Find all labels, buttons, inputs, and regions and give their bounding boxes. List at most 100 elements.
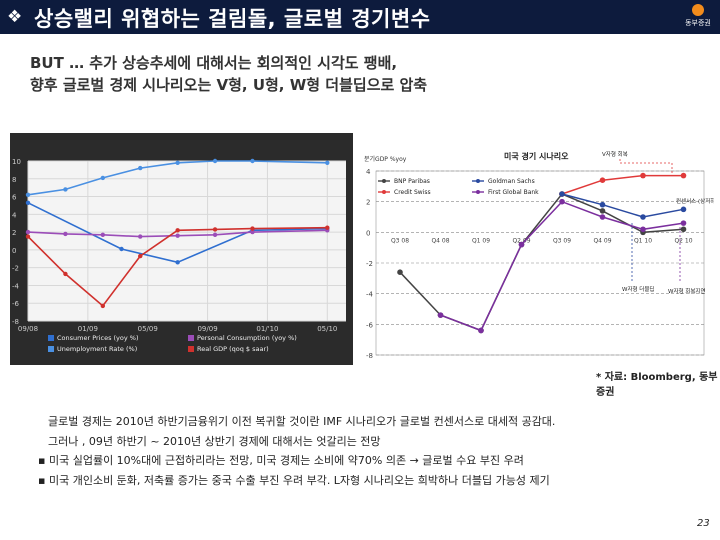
plot-area	[28, 161, 346, 321]
data-point	[599, 214, 606, 220]
data-point	[212, 158, 218, 164]
legend-swatch	[382, 179, 386, 183]
data-point	[599, 208, 606, 214]
headline: BUT … 추가 상승추세에 대해서는 회의적인 시각도 팽배, 향후 글로벌 …	[30, 52, 427, 96]
series-line	[561, 174, 684, 195]
left-chart-panel: -8 -6 -4 -2 0 2 4 6 8 10 09/08 01/09 05/09 09/09 01/'1…	[10, 133, 353, 365]
data-point	[250, 229, 255, 235]
data-point	[559, 191, 565, 197]
bullet-list: 글로벌 경제는 2010년 하반기금융위기 이전 복귀할 것이란 IMF 시나리…	[38, 412, 556, 490]
data-point	[138, 165, 143, 171]
data-point	[518, 241, 525, 248]
legend-swatch	[476, 190, 480, 194]
legend-swatch	[476, 179, 480, 183]
bullet-line: 글로벌 경제는 2010년 하반기금융위기 이전 복귀할 것이란 IMF 시나리…	[48, 415, 556, 428]
plot-area	[375, 170, 705, 356]
annotation-label: 컨센서스 (상저하고)	[676, 197, 714, 205]
us-indicators-chart: -8 -6 -4 -2 0 2 4 6 8 10 09/08 01/09 05/09 09/09 01/'1…	[12, 158, 346, 353]
bullet-line: ▪ 미국 개인소비 둔화, 저축률 증가는 중국 수출 부진 우려 부각. L자…	[38, 471, 555, 491]
x-tick-label: Q3 09	[553, 237, 571, 244]
legend-label: Personal Consumption (yoy %)	[197, 334, 297, 342]
data-point	[25, 234, 31, 239]
data-point	[640, 172, 646, 179]
data-point	[250, 158, 255, 164]
y-tick-label: 0	[366, 229, 370, 237]
legend-swatch	[188, 335, 194, 341]
headline-line-1: BUT … 추가 상승추세에 대해서는 회의적인 시각도 팽배,	[30, 54, 398, 72]
data-point	[599, 177, 606, 183]
x-tick-label: Q1 09	[472, 237, 490, 244]
x-tick-label: 05/09	[138, 325, 158, 333]
bullet-text: 미국 실업률이 10%대에 근접하리라는 전망, 미국 경제는 소비에 약70%…	[48, 454, 524, 467]
y-tick-label: 4	[12, 211, 17, 219]
y-tick-label: 6	[12, 194, 17, 202]
x-tick-label: Q3 08	[391, 237, 409, 244]
data-point	[680, 206, 687, 213]
slide-title: 상승랠리 위협하는 걸림돌, 글로벌 경기변수	[34, 7, 431, 31]
data-point	[212, 227, 218, 232]
y-tick-label: -8	[12, 318, 19, 326]
annotation-arrow	[619, 159, 673, 173]
x-tick-label: Q2 09	[512, 237, 530, 244]
source-note: * 자료: Bloomberg, 동부증권	[596, 372, 718, 398]
data-point	[63, 271, 68, 277]
bullet-marker: ▪	[38, 473, 46, 487]
company-logo: 동부증권	[679, 1, 717, 33]
series-line	[27, 160, 328, 196]
y-tick-label: 8	[12, 176, 16, 184]
right-chart-panel: 분기GDP %yoy 미국 경기 시나리오 -8 -6 -4 -2 0 2 4 Q3 08 Q4 0…	[362, 133, 720, 365]
x-tick-label: Q1 10	[634, 237, 652, 244]
us-scenario-chart: 분기GDP %yoy 미국 경기 시나리오 -8 -6 -4 -2 0 2 4 Q3 08 Q4 0…	[364, 150, 720, 360]
y-tick-label: -6	[12, 300, 20, 308]
legend-swatch	[48, 346, 54, 352]
data-point	[100, 175, 106, 181]
headline-line-2: 향후 글로벌 경제 시나리오는 V형, U형, W형 더블딥으로 압축	[30, 76, 428, 94]
bullet-line: 그러나 , 09년 하반기 ~ 2010년 상반기 경제에 대해서는 엇갈리는 …	[48, 434, 381, 448]
chart-title: 미국 경기 시나리오	[504, 151, 569, 161]
bullet-text: 미국 개인소비 둔화, 저축률 증가는 중국 수출 부진 우려 부각. L자형 …	[48, 473, 550, 487]
data-point	[478, 327, 484, 334]
data-point	[100, 232, 106, 237]
data-point	[680, 226, 687, 233]
data-point	[100, 303, 106, 309]
data-point	[63, 187, 68, 192]
y-tick-label: -4	[366, 291, 374, 299]
bullet-line: ▪ 미국 실업률이 10%대에 근접하리라는 전망, 미국 경제는 소비에 약7…	[38, 451, 555, 471]
data-point	[25, 192, 31, 197]
data-point	[640, 214, 646, 220]
data-point	[437, 312, 444, 318]
x-tick-label: Q4 09	[593, 237, 611, 244]
data-point	[175, 233, 180, 238]
x-tick-label: 05/10	[317, 325, 337, 333]
series-line	[27, 226, 328, 308]
data-point	[175, 260, 180, 265]
data-point	[25, 200, 31, 205]
legend-label: First Global Bank	[488, 189, 539, 196]
series-line	[27, 229, 328, 238]
diamond-bullet-icon: ❖	[7, 7, 23, 27]
series-line	[561, 193, 684, 218]
data-point	[175, 228, 180, 233]
data-point	[680, 172, 687, 179]
legend-label: BNP Paribas	[394, 178, 430, 185]
legend-label: Consumer Prices (yoy %)	[57, 334, 139, 342]
y-tick-label: 2	[366, 199, 370, 207]
page-number: 23	[697, 518, 710, 529]
data-point	[599, 201, 606, 208]
annotation-label: W자형 더블딥	[622, 285, 655, 293]
legend-swatch	[188, 346, 194, 352]
logo-sun-icon	[692, 4, 704, 16]
x-tick-label: 01/'10	[256, 325, 278, 333]
data-point	[175, 160, 180, 165]
data-point	[212, 232, 218, 237]
x-tick-label: 09/09	[197, 325, 217, 333]
y-tick-label: 4	[366, 168, 371, 176]
data-point	[119, 246, 124, 252]
legend-label: Unemployment Rate (%)	[57, 345, 137, 353]
legend-label: Credit Swiss	[394, 189, 431, 196]
y-tick-label: -2	[366, 260, 373, 268]
bullet-marker: ▪	[38, 454, 46, 467]
data-point	[325, 160, 330, 165]
x-tick-label: Q2 10	[674, 237, 692, 244]
data-point	[250, 226, 255, 231]
